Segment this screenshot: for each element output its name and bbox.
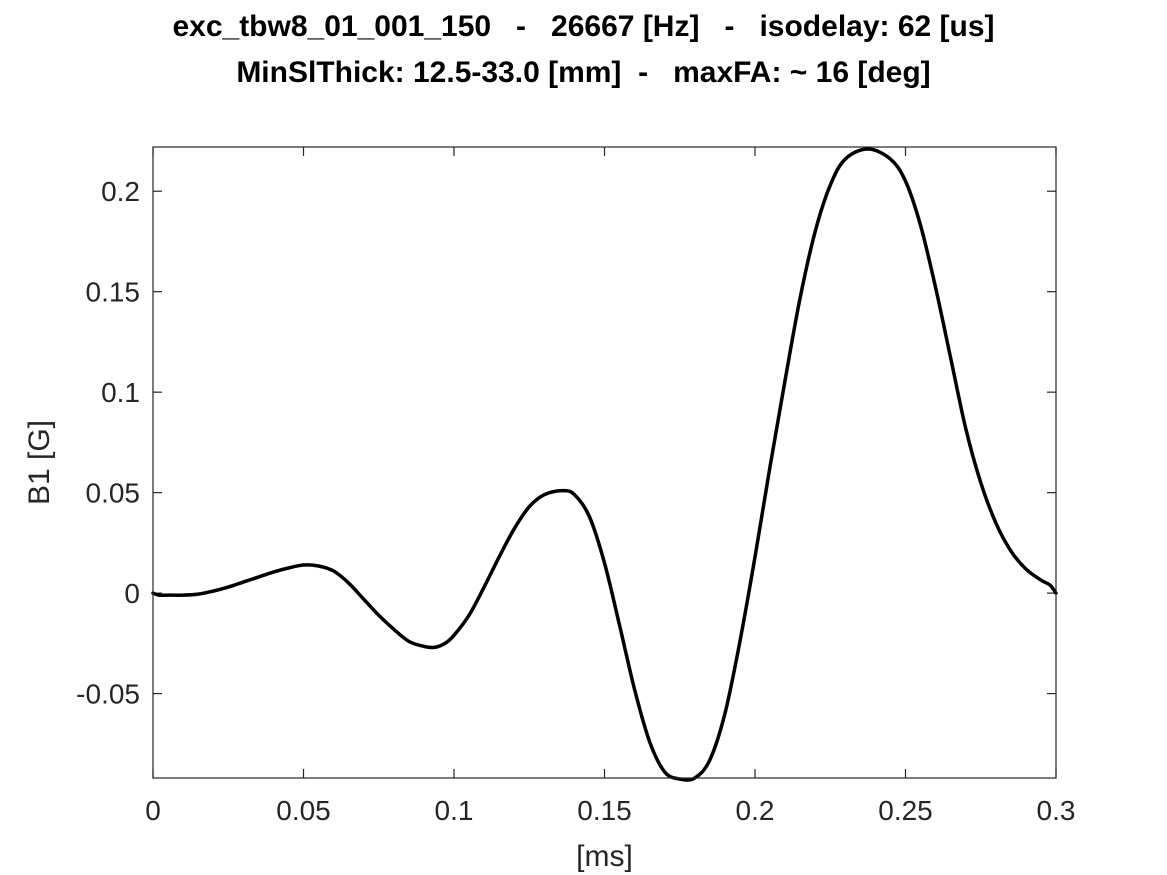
- x-tick-label: 0.1: [435, 795, 474, 826]
- chart-title-line-1: exc_tbw8_01_001_150 - 26667 [Hz] - isode…: [172, 10, 995, 43]
- x-tick-label: 0.3: [1037, 795, 1076, 826]
- series-line: [151, 147, 1058, 782]
- y-tick-label: -0.05: [76, 679, 140, 710]
- x-tick-label: 0.2: [736, 795, 775, 826]
- y-tick-label: 0.1: [101, 377, 140, 408]
- chart-title-line-2: MinSlThick: 12.5-33.0 [mm] - maxFA: ~ 16…: [236, 56, 931, 89]
- y-tick-label: 0.05: [86, 478, 141, 509]
- x-tick-label: 0.25: [878, 795, 933, 826]
- plot-frame: [152, 146, 1057, 779]
- y-tick-label: 0.15: [86, 277, 141, 308]
- plot-area: [153, 147, 1056, 778]
- y-tick-label: 0: [124, 578, 140, 609]
- x-axis-label: [ms]: [576, 840, 633, 873]
- x-tick-label: 0.15: [577, 795, 632, 826]
- y-tick-label: 0.2: [101, 176, 140, 207]
- y-axis-label: B1 [G]: [23, 420, 56, 505]
- x-tick-label: 0.05: [276, 795, 331, 826]
- x-tick-label: 0: [145, 795, 161, 826]
